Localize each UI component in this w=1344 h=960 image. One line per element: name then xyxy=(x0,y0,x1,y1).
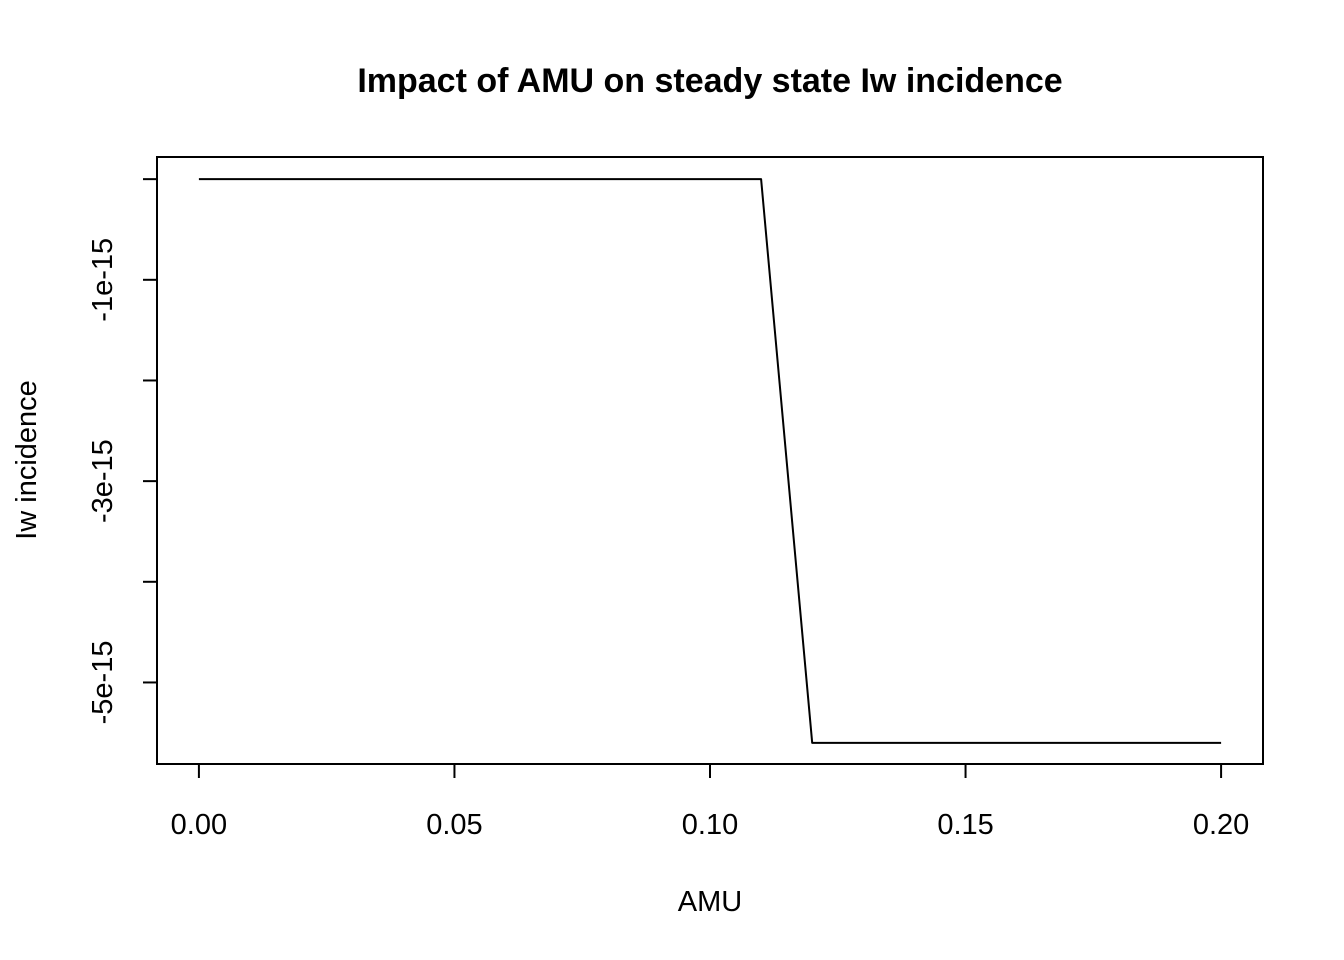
x-tick-label: 0.05 xyxy=(426,809,482,841)
x-tick-label: 0.20 xyxy=(1193,809,1249,841)
y-tick-label: -5e-15 xyxy=(87,641,119,725)
y-tick-label: -1e-15 xyxy=(87,238,119,322)
x-tick-label: 0.15 xyxy=(937,809,993,841)
chart-title: Impact of AMU on steady state Iw inciden… xyxy=(357,62,1062,100)
y-axis-label: Iw incidence xyxy=(11,380,43,540)
x-axis-label: AMU xyxy=(678,886,742,918)
x-tick-label: 0.10 xyxy=(682,809,738,841)
x-tick-label: 0.00 xyxy=(171,809,227,841)
x-axis: 0.00 0.05 0.10 0.15 0.20 xyxy=(171,763,1249,841)
y-axis: -1e-15 -3e-15 -5e-15 xyxy=(87,178,158,725)
y-tick-label: -3e-15 xyxy=(87,439,119,523)
series-layer xyxy=(198,178,1222,744)
plot-frame xyxy=(156,156,1264,765)
series-line xyxy=(198,178,1222,744)
